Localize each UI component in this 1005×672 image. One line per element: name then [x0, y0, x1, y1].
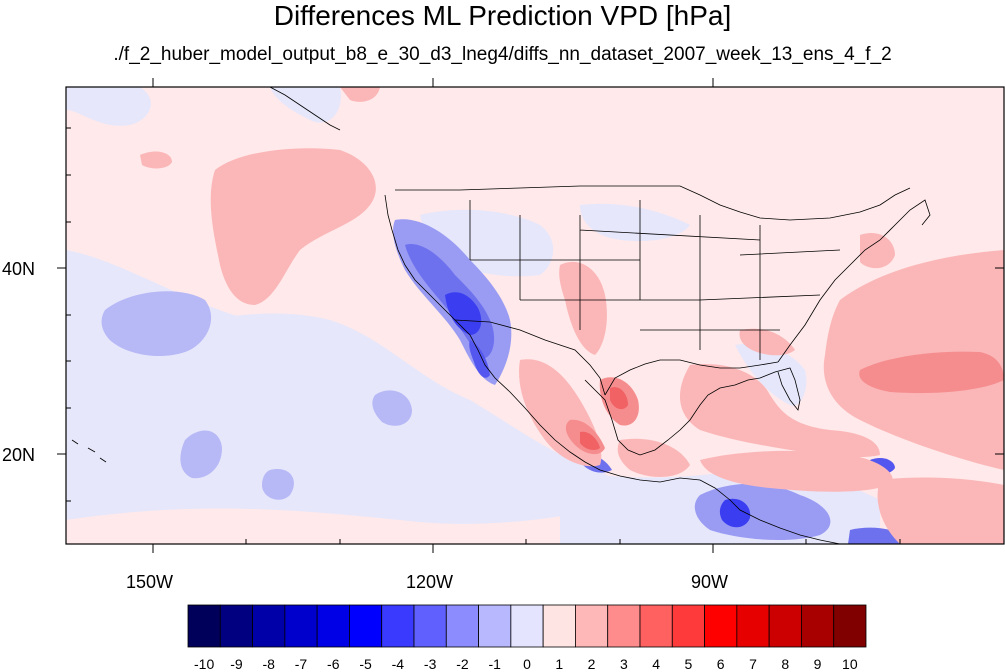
coastline-east: [777, 199, 931, 363]
neg-zone-yucatan-pacific: [694, 483, 831, 541]
lon-label-120w: 120W: [406, 572, 454, 592]
pos-core-mexico-west-2: [580, 431, 600, 451]
pos-core-mexico-gulf: [610, 387, 628, 410]
pos-zone-texas-plains: [559, 261, 607, 355]
neg-core-central-america: [719, 498, 751, 528]
colorbar-box: [542, 604, 576, 648]
colorbar-box: [284, 604, 318, 648]
colorbar-box: [833, 604, 867, 648]
neg-zone-southeast: [735, 343, 807, 406]
neg-blob-pacific-1: [101, 291, 212, 357]
colorbar-box: [768, 604, 802, 648]
colorbar-box: [639, 604, 673, 648]
us-mexico-border: [454, 319, 606, 396]
colorbar-box: [736, 604, 770, 648]
us-canada-border: [395, 185, 911, 221]
pos-zone-northeast-pacific: [210, 148, 376, 305]
coastline-north-america: [384, 194, 841, 544]
colorbar-box: [671, 604, 705, 648]
colorbar-box: [704, 604, 738, 648]
colorbar-tick-label: 9: [813, 656, 822, 672]
pos-zone-southeast: [739, 328, 795, 356]
colorbar-tick-label: -6: [327, 656, 340, 672]
lon-label-150w: 150W: [126, 572, 174, 592]
lat-label-40n: 40N: [2, 259, 36, 279]
axis-ticks: [57, 78, 1004, 553]
pos-blob-northwest: [340, 87, 380, 102]
difference-field: [66, 87, 1004, 544]
neg-blob-pacific-3: [180, 430, 222, 479]
pos-zone-northeast-us: [860, 232, 895, 269]
colorbar-box: [575, 604, 609, 648]
colorbar-tick-label: 5: [684, 656, 693, 672]
coastline-texas: [604, 359, 779, 396]
colorbar-tick-label: 7: [749, 656, 757, 672]
pos-zone-central-mexico: [617, 438, 690, 477]
neg-core-socal: [445, 292, 482, 335]
colorbar-tick-label: -10: [194, 656, 215, 672]
colorbar-tick-label: -1: [488, 656, 501, 672]
colorbar-box: [316, 604, 350, 648]
colorbar-tick-label: 2: [587, 656, 596, 672]
colorbar-box: [381, 604, 415, 648]
colorbar-box: [219, 604, 253, 648]
neg-blob-pacific-4: [262, 469, 294, 500]
coastline-alaska: [269, 87, 341, 131]
pos-zone-south-atlantic: [877, 477, 1004, 544]
colorbar-tick-label: -4: [391, 656, 405, 672]
colorbar-box: [607, 604, 641, 648]
colorbar-box: [252, 604, 286, 648]
colorbar-box: [801, 604, 835, 648]
colorbar-tick-label: -2: [456, 656, 469, 672]
colorbar-box: [510, 604, 544, 648]
map-title: Differences ML Prediction VPD [hPa]: [273, 0, 732, 31]
pos-core-atlantic: [859, 351, 1004, 394]
colorbar-box: [478, 604, 512, 648]
geographic-boundaries: [71, 87, 931, 544]
neg-zone-northwest: [66, 87, 151, 126]
colorbar-box: [187, 604, 221, 648]
neg-blob-pacific-2: [372, 390, 412, 426]
colorbar-box: [349, 604, 383, 648]
colorbar-tick-label: -5: [359, 656, 372, 672]
colorbar-tick-label: 3: [619, 656, 628, 672]
colorbar-tick-label: 10: [842, 656, 858, 672]
colorbar-tick-label: -3: [423, 656, 437, 672]
neg-zone-alaska: [270, 87, 341, 123]
colorbar-tick-label: 1: [555, 656, 564, 672]
colorbar-tick-label: -7: [294, 656, 308, 672]
coastline-gulf: [584, 367, 801, 456]
coastline-hawaii: [71, 439, 107, 463]
state-lines: [469, 200, 841, 360]
pos-blob-pacific-small: [140, 151, 172, 169]
neg-core-baja: [469, 340, 490, 378]
colorbar-tick-label: 8: [781, 656, 790, 672]
colorbar-box: [445, 604, 479, 648]
map-subtitle: ./f_2_huber_model_output_b8_e_30_d3_lneg…: [113, 44, 892, 65]
colorbar-tick-label: -8: [262, 656, 275, 672]
lon-label-90w: 90W: [691, 572, 729, 592]
pos-zone-gulf: [679, 364, 880, 458]
colorbar-tick-label: -9: [230, 656, 243, 672]
pos-zone-caribbean: [700, 450, 893, 492]
colorbar-tick-label: 4: [652, 656, 661, 672]
colorbar: [187, 604, 867, 648]
colorbar-tick-label: 0: [523, 656, 531, 672]
colorbar-box: [413, 604, 447, 648]
lat-label-20n: 20N: [2, 445, 36, 465]
colorbar-tick-label: 6: [716, 656, 725, 672]
